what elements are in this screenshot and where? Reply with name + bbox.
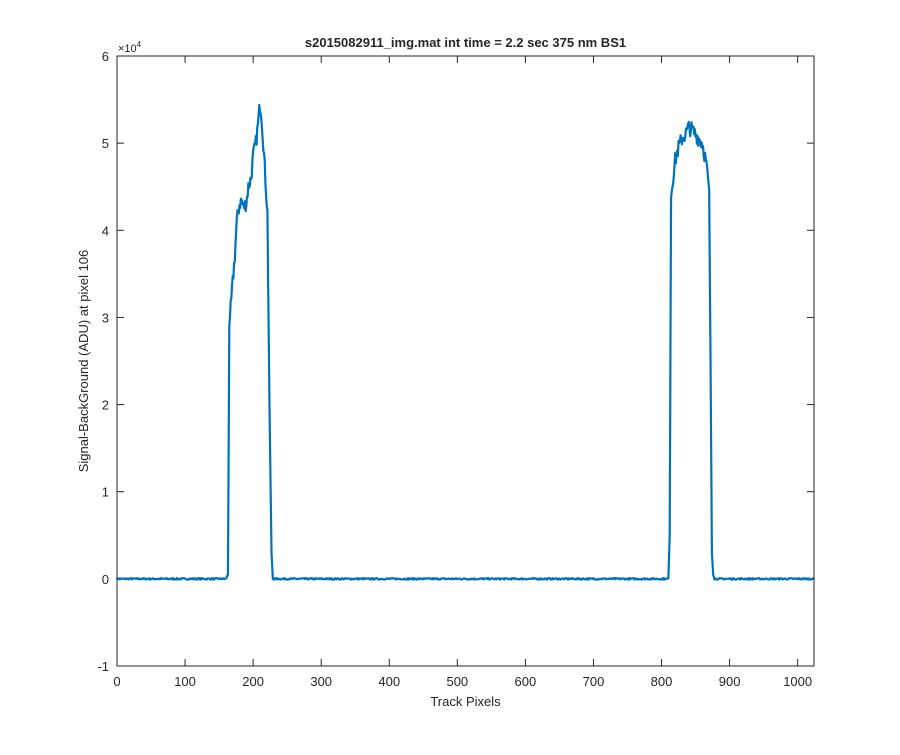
x-tick-label: 100	[174, 674, 196, 689]
y-tick-label: 5	[102, 136, 109, 151]
plot-box	[116, 55, 815, 667]
x-tick-label: 200	[242, 674, 264, 689]
y-tick-label: 2	[102, 398, 109, 413]
y-tick-label: 4	[102, 223, 109, 238]
y-tick-label: 0	[102, 572, 109, 587]
x-tick-label: 1000	[783, 674, 812, 689]
y-axis-multiplier: ×104	[118, 40, 142, 55]
x-tick-label: 400	[378, 674, 400, 689]
y-tick-label: 6	[102, 49, 109, 64]
x-axis-label: Track Pixels	[430, 694, 501, 709]
x-tick-label: 300	[310, 674, 332, 689]
plot-area	[117, 56, 814, 666]
x-tick-label: 500	[446, 674, 468, 689]
x-tick-label: 900	[719, 674, 741, 689]
y-axis-label: Signal-BackGround (ADU) at pixel 106	[76, 250, 91, 473]
x-tick-label: 800	[651, 674, 673, 689]
series-line	[116, 103, 815, 581]
y-tick-label: 1	[102, 485, 109, 500]
x-tick-label: 700	[583, 674, 605, 689]
x-axis-ticks: 0 100 200 300 400 500 600 700 800 900 1000	[113, 56, 812, 689]
y-tick-label: 3	[102, 310, 109, 325]
chart-title: s2015082911_img.mat int time = 2.2 sec 3…	[305, 35, 626, 50]
y-tick-label: -1	[97, 659, 109, 674]
x-tick-label: 0	[113, 674, 120, 689]
x-tick-label: 600	[515, 674, 537, 689]
